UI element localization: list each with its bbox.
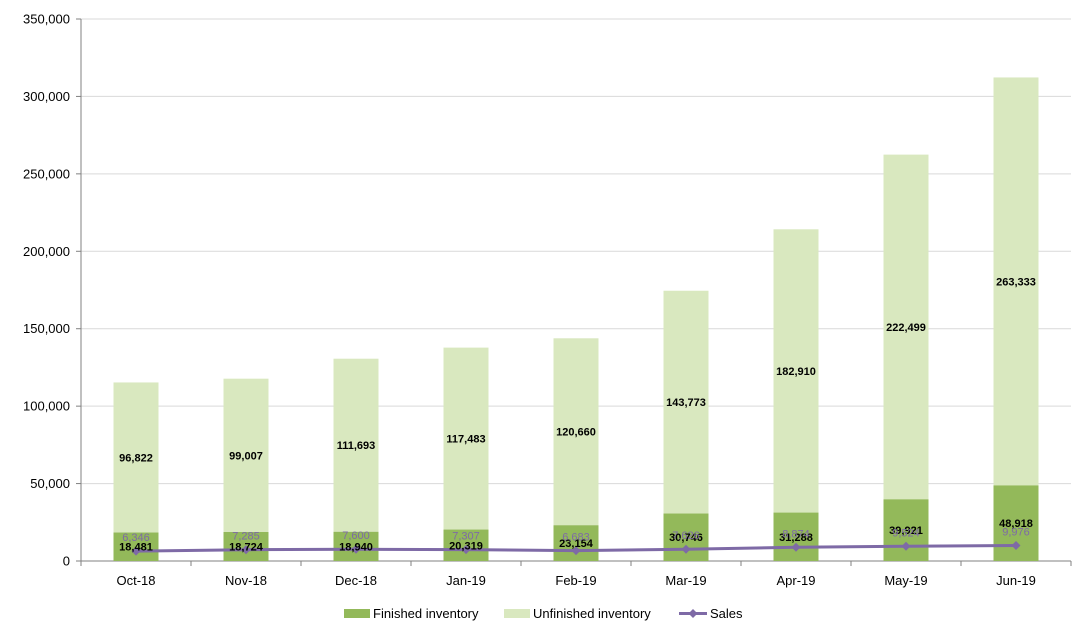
sales-marker bbox=[351, 544, 361, 554]
bar-finished-inventory bbox=[773, 512, 819, 561]
legend-label-unfinished-inventory: Unfinished inventory bbox=[533, 606, 651, 621]
x-tick-label: Dec-18 bbox=[335, 573, 377, 588]
y-tick-label: 300,000 bbox=[23, 89, 70, 104]
sales-marker bbox=[461, 545, 471, 555]
data-label-finished-inventory: 39,921 bbox=[889, 525, 923, 537]
legend-swatch-unfinished-inventory bbox=[504, 609, 530, 618]
data-label-finished-inventory: 20,319 bbox=[449, 540, 483, 552]
x-tick-label: May-19 bbox=[884, 573, 927, 588]
data-label-unfinished-inventory: 222,499 bbox=[886, 322, 926, 334]
data-label-unfinished-inventory: 117,483 bbox=[446, 434, 485, 446]
y-tick-label: 350,000 bbox=[23, 12, 70, 27]
legend-swatch-finished-inventory bbox=[344, 609, 370, 618]
bar-unfinished-inventory bbox=[883, 154, 929, 500]
bar-unfinished-inventory bbox=[113, 382, 159, 533]
data-label-finished-inventory: 30,746 bbox=[669, 532, 703, 544]
legend-layer: Finished inventory Unfinished inventory Sa… bbox=[344, 606, 743, 621]
data-label-unfinished-inventory: 111,693 bbox=[337, 440, 376, 452]
data-label-finished-inventory: 48,918 bbox=[999, 518, 1033, 530]
x-tick-label: Apr-19 bbox=[776, 573, 815, 588]
data-label-finished-inventory: 18,481 bbox=[119, 542, 153, 554]
bar-unfinished-inventory bbox=[773, 229, 819, 513]
x-tick-label: Feb-19 bbox=[555, 573, 596, 588]
data-label-finished-inventory: 23,154 bbox=[559, 538, 594, 550]
bar-unfinished-inventory bbox=[993, 77, 1039, 486]
legend-label-finished-inventory: Finished inventory bbox=[373, 606, 479, 621]
data-label-sales: 7,285 bbox=[232, 531, 260, 543]
sales-marker bbox=[791, 542, 801, 552]
sales-marker bbox=[901, 541, 911, 551]
x-tick-label: Mar-19 bbox=[665, 573, 706, 588]
data-label-unfinished-inventory: 143,773 bbox=[666, 397, 706, 409]
data-label-unfinished-inventory: 182,910 bbox=[776, 366, 816, 378]
data-label-unfinished-inventory: 120,660 bbox=[556, 427, 596, 439]
y-tick-label: 200,000 bbox=[23, 244, 70, 259]
data-label-sales: 8,874 bbox=[782, 528, 810, 540]
legend-label-sales: Sales bbox=[710, 606, 743, 621]
line-layer bbox=[131, 541, 1021, 556]
data-label-sales: 6,346 bbox=[122, 532, 150, 544]
data-label-sales: 7,626 bbox=[672, 530, 700, 542]
y-tick-label: 50,000 bbox=[30, 476, 70, 491]
data-label-unfinished-inventory: 96,822 bbox=[119, 452, 153, 464]
bar-unfinished-inventory bbox=[223, 378, 269, 533]
sales-marker bbox=[131, 546, 141, 556]
data-label-sales: 9,524 bbox=[892, 527, 920, 539]
x-tick-label: Jun-19 bbox=[996, 573, 1036, 588]
sales-marker bbox=[241, 545, 251, 555]
bar-layer bbox=[113, 77, 1039, 561]
data-label-sales: 7,307 bbox=[452, 531, 480, 543]
data-label-finished-inventory: 18,940 bbox=[339, 541, 373, 553]
data-label-sales: 9,976 bbox=[1002, 527, 1030, 539]
data-label-finished-inventory: 31,288 bbox=[779, 532, 813, 544]
data-label-unfinished-inventory: 263,333 bbox=[996, 276, 1036, 288]
bar-unfinished-inventory bbox=[553, 338, 599, 526]
bar-unfinished-inventory bbox=[333, 358, 379, 532]
bar-unfinished-inventory bbox=[663, 290, 709, 514]
sales-marker bbox=[681, 544, 691, 554]
legend-marker-sales bbox=[688, 609, 698, 618]
x-tick-label: Jan-19 bbox=[446, 573, 486, 588]
data-label-sales: 7,600 bbox=[342, 530, 370, 542]
sales-marker bbox=[1011, 541, 1021, 551]
y-tick-label: 0 bbox=[63, 554, 70, 569]
y-tick-label: 100,000 bbox=[23, 399, 70, 414]
x-tick-label: Oct-18 bbox=[116, 573, 155, 588]
x-tick-label: Nov-18 bbox=[225, 573, 267, 588]
y-tick-label: 250,000 bbox=[23, 166, 70, 181]
label-layer: 18,481 96,822 18,724 99,007 18,940 111,693 20,… bbox=[119, 276, 1036, 553]
bar-unfinished-inventory bbox=[443, 347, 489, 530]
y-tick-label: 150,000 bbox=[23, 321, 70, 336]
data-label-finished-inventory: 18,724 bbox=[229, 542, 264, 554]
sales-marker bbox=[571, 546, 581, 556]
data-label-unfinished-inventory: 99,007 bbox=[229, 450, 263, 462]
data-label-sales: 6,683 bbox=[562, 532, 590, 544]
